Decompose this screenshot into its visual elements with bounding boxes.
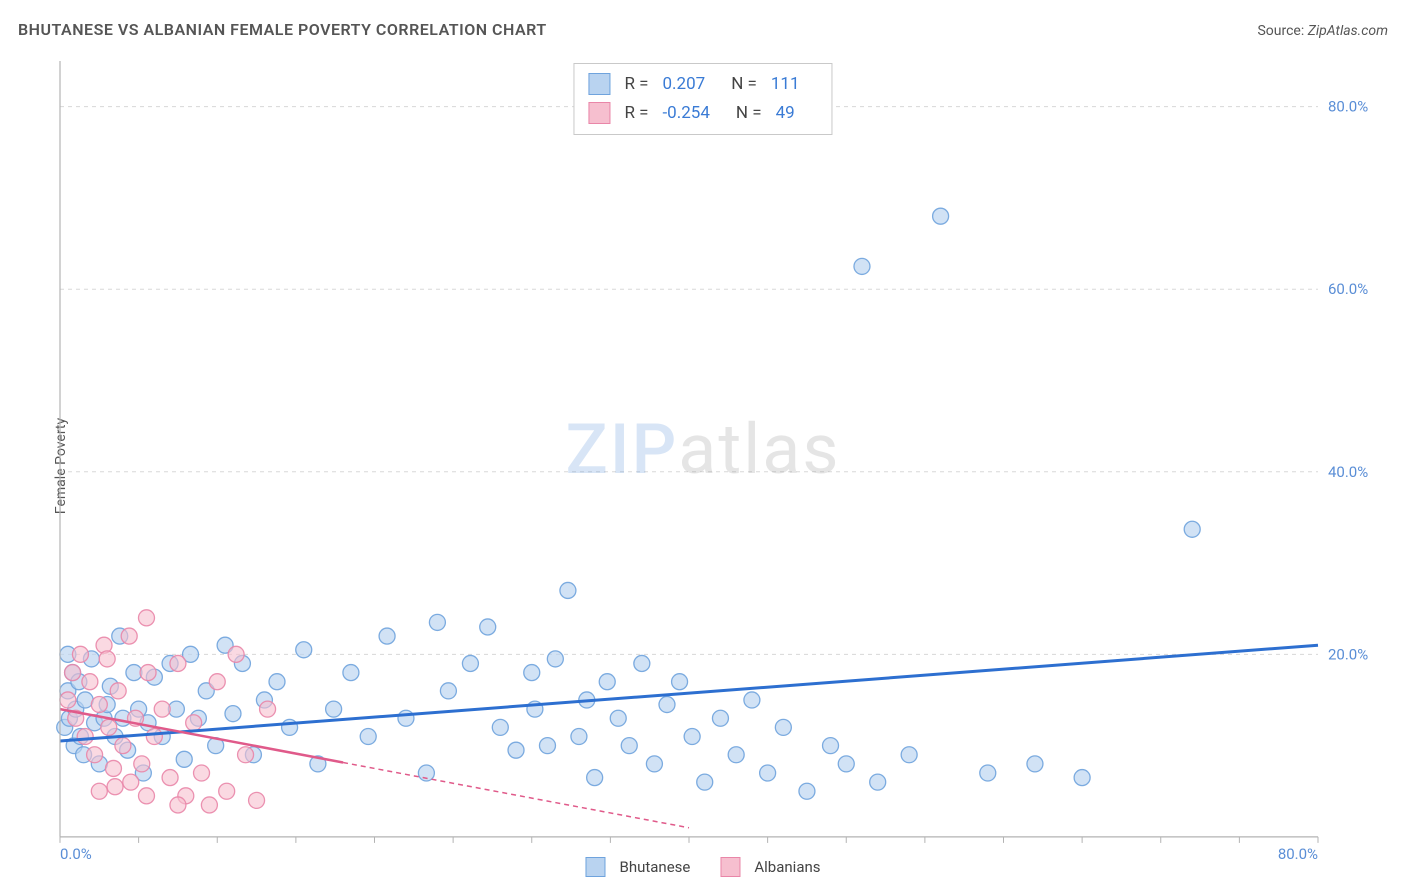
legend-item-bhutanese: Bhutanese bbox=[585, 857, 690, 877]
svg-text:0.0%: 0.0% bbox=[60, 845, 92, 863]
scatter-chart: 0.0% 80.0% 20.0% 40.0% 60.0% 80.0% bbox=[50, 55, 1388, 877]
svg-text:40.0%: 40.0% bbox=[1328, 463, 1368, 481]
n-label-a: N = bbox=[736, 99, 762, 128]
legend-item-albanians: Albanians bbox=[720, 857, 820, 877]
r-value-b: 0.207 bbox=[662, 70, 705, 99]
swatch-albanians bbox=[588, 102, 610, 124]
stats-row-bhutanese: R = 0.207 N = 111 bbox=[588, 70, 817, 99]
chart-header: BHUTANESE VS ALBANIAN FEMALE POVERTY COR… bbox=[18, 20, 1388, 39]
r-label-b: R = bbox=[624, 70, 648, 99]
svg-text:80.0%: 80.0% bbox=[1278, 845, 1318, 863]
legend-label-bhutanese: Bhutanese bbox=[619, 858, 690, 876]
svg-text:80.0%: 80.0% bbox=[1328, 98, 1368, 116]
stats-legend: R = 0.207 N = 111 R = -0.254 N = 49 bbox=[573, 63, 832, 135]
source-label: Source: bbox=[1257, 23, 1304, 39]
svg-text:60.0%: 60.0% bbox=[1328, 280, 1368, 298]
series-legend: Bhutanese Albanians bbox=[585, 857, 820, 877]
legend-label-albanians: Albanians bbox=[754, 858, 820, 876]
n-value-a: 49 bbox=[776, 99, 795, 128]
stats-row-albanians: R = -0.254 N = 49 bbox=[588, 99, 817, 128]
legend-swatch-albanians bbox=[720, 857, 740, 877]
legend-swatch-bhutanese bbox=[585, 857, 605, 877]
chart-title: BHUTANESE VS ALBANIAN FEMALE POVERTY COR… bbox=[18, 20, 547, 39]
source-credit: Source: ZipAtlas.com bbox=[1257, 23, 1388, 39]
r-value-a: -0.254 bbox=[662, 99, 709, 128]
svg-text:20.0%: 20.0% bbox=[1328, 645, 1368, 663]
n-label-b: N = bbox=[731, 70, 757, 99]
plot-area: Female Poverty 0.0%80.0%20.0%40.0%60.0%8… bbox=[18, 55, 1388, 877]
r-label-a: R = bbox=[624, 99, 648, 128]
source-value: ZipAtlas.com bbox=[1308, 23, 1388, 39]
n-value-b: 111 bbox=[771, 70, 800, 99]
swatch-bhutanese bbox=[588, 73, 610, 95]
